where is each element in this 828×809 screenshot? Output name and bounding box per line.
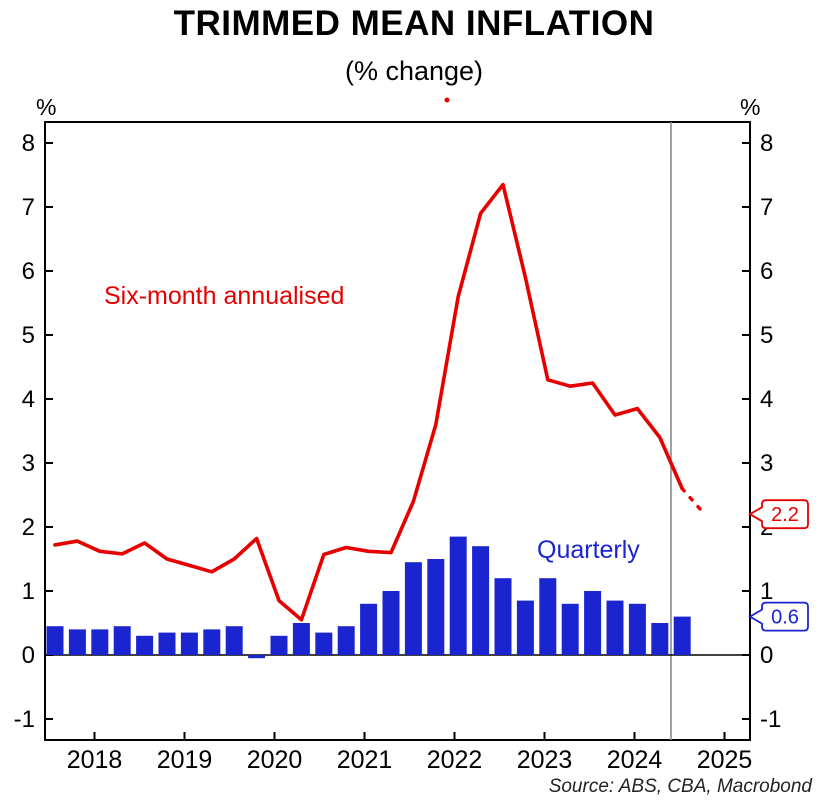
svg-text:-1: -1 — [14, 706, 35, 733]
svg-text:6: 6 — [22, 258, 35, 285]
svg-text:2025: 2025 — [697, 746, 753, 774]
y-axis-unit-left: % — [36, 94, 57, 120]
svg-text:-1: -1 — [760, 706, 781, 733]
stray-red-dot — [444, 97, 450, 103]
svg-text:8: 8 — [760, 130, 773, 157]
svg-text:8: 8 — [22, 130, 35, 157]
y-axis-unit-right: % — [740, 94, 761, 120]
svg-text:2023: 2023 — [517, 746, 573, 774]
svg-text:2021: 2021 — [337, 746, 393, 774]
series-label-six-month-annualised: Six-month annualised — [104, 282, 345, 310]
callout-0.6: 0.6 — [748, 601, 809, 632]
source-note: Source: ABS, CBA, Macrobond — [548, 776, 812, 797]
svg-text:3: 3 — [22, 450, 35, 477]
svg-text:2.2: 2.2 — [771, 504, 799, 526]
svg-text:0: 0 — [760, 642, 773, 669]
svg-text:0: 0 — [22, 642, 35, 669]
chart-subtitle: (% change) — [344, 56, 484, 86]
svg-text:1: 1 — [22, 578, 35, 605]
chart-title: TRIMMED MEAN INFLATION — [173, 4, 655, 43]
svg-text:7: 7 — [22, 194, 35, 221]
svg-text:2019: 2019 — [157, 746, 213, 774]
svg-text:1: 1 — [760, 578, 773, 605]
svg-text:5: 5 — [760, 322, 773, 349]
svg-text:2: 2 — [22, 514, 35, 541]
svg-text:0.6: 0.6 — [771, 607, 799, 629]
svg-text:2024: 2024 — [607, 746, 663, 774]
svg-text:2020: 2020 — [247, 746, 303, 774]
svg-text:4: 4 — [760, 386, 773, 413]
svg-text:5: 5 — [22, 322, 35, 349]
svg-text:2022: 2022 — [427, 746, 483, 774]
series-label-quarterly: Quarterly — [537, 536, 640, 564]
svg-text:7: 7 — [760, 194, 773, 221]
callout-2.2: 2.2 — [748, 499, 809, 530]
svg-text:3: 3 — [760, 450, 773, 477]
svg-text:2018: 2018 — [67, 746, 123, 774]
svg-text:6: 6 — [760, 258, 773, 285]
svg-text:4: 4 — [22, 386, 35, 413]
